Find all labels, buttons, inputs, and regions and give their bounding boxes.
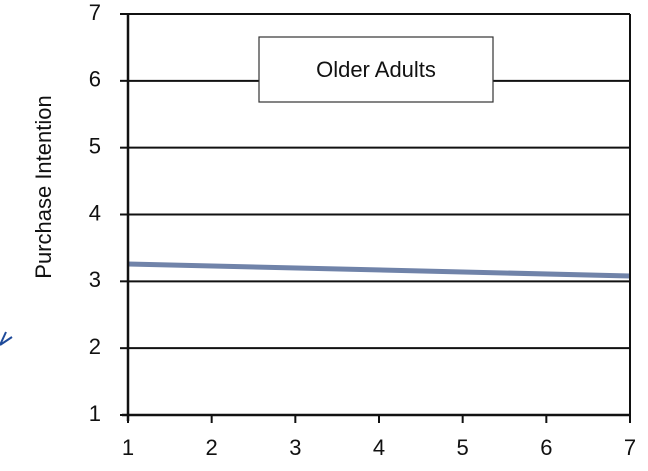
y-tick-label-2: 2 [89,334,101,359]
x-tick-label-4: 4 [373,435,385,460]
y-tick-label-4: 4 [89,200,101,225]
y-tick-label-6: 6 [89,67,101,92]
series-line-older-adults [127,261,631,279]
y-axis-label: Purchase Intention [31,95,56,278]
tick-labels: 1 2 3 4 5 6 7 1 2 3 4 5 6 7 [89,0,636,460]
x-tick-label-7: 7 [624,435,636,460]
y-tick-label-5: 5 [89,133,101,158]
x-tick-label-1: 1 [122,435,134,460]
x-tick-label-5: 5 [457,435,469,460]
x-tick-label-2: 2 [206,435,218,460]
legend-frame [258,36,494,103]
y-tick-label-7: 7 [89,0,101,25]
series-layer [127,261,631,279]
legend-label: Older Adults [316,57,436,82]
y-tick-label-1: 1 [89,401,101,426]
x-tick-label-6: 6 [540,435,552,460]
axes [120,13,631,423]
x-tick-label-3: 3 [289,435,301,460]
legend-box: Older Adults [258,36,494,103]
y-tick-label-3: 3 [89,267,101,292]
arrow-mark [0,331,13,346]
